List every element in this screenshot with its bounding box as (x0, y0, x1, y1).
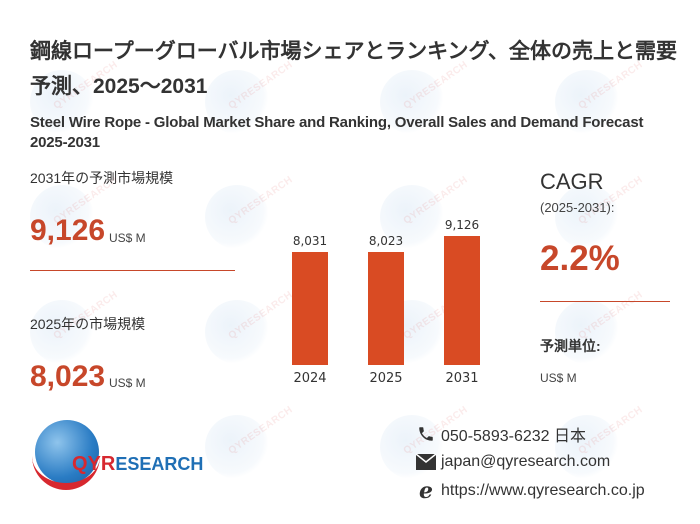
logo-text: QYRESEARCH (72, 453, 203, 476)
contact-phone: 050-5893-6232 日本 (415, 422, 586, 446)
divider (540, 301, 670, 302)
bar-value-label: 8,031 (292, 234, 328, 248)
bar-category-label: 2031 (445, 371, 479, 386)
logo-esearch: ESEARCH (115, 454, 204, 474)
bar-2031 (444, 236, 480, 365)
current-market-size-value: 8,023 (30, 360, 106, 393)
watermark-logo (205, 185, 269, 249)
contact-website: e https://www.qyresearch.co.jp (415, 478, 645, 504)
qyresearch-logo: QYRESEARCH (30, 420, 203, 496)
forecast-unit-title: 予測単位: (540, 338, 601, 354)
watermark-logo (205, 300, 269, 364)
cagr-title: CAGR (540, 169, 604, 194)
divider (30, 270, 235, 271)
bar-category-label: 2024 (293, 371, 327, 386)
cagr-period: (2025-2031): (540, 200, 615, 215)
bar-value-label: 9,126 (444, 218, 480, 232)
contact-email: japan@qyresearch.com (415, 453, 610, 471)
logo-qyr: QYR (72, 453, 116, 475)
mail-icon (415, 453, 437, 471)
phone-icon (415, 425, 437, 443)
email-link[interactable]: japan@qyresearch.com (441, 453, 611, 470)
phone-number: 050-5893-6232 日本 (441, 428, 586, 445)
cagr-value: 2.2% (540, 239, 620, 278)
bar-value-label: 8,023 (368, 234, 404, 248)
bar-2024 (292, 252, 328, 365)
bar-2025 (368, 252, 404, 365)
forecast-unit-value: US$ M (540, 371, 577, 385)
forecast-market-size-unit: US$ M (109, 231, 146, 245)
current-market-size-unit: US$ M (109, 376, 146, 390)
forecast-market-size-label: 2031年の予測市場規模 (30, 170, 174, 186)
ie-browser-icon: e (419, 478, 433, 504)
logo-arc (32, 450, 100, 490)
website-link[interactable]: https://www.qyresearch.co.jp (441, 482, 645, 499)
bar-category-label: 2025 (369, 371, 403, 386)
forecast-market-size-value: 9,126 (30, 214, 106, 247)
page-title-en: Steel Wire Rope - Global Market Share an… (30, 114, 644, 151)
current-market-size-label: 2025年の市場規模 (30, 316, 146, 332)
page-title-jp: 鋼線ロープーグローバル市場シェアとランキング、全体の売上と需要予測、2025～2… (30, 40, 678, 98)
watermark-logo (205, 415, 269, 479)
